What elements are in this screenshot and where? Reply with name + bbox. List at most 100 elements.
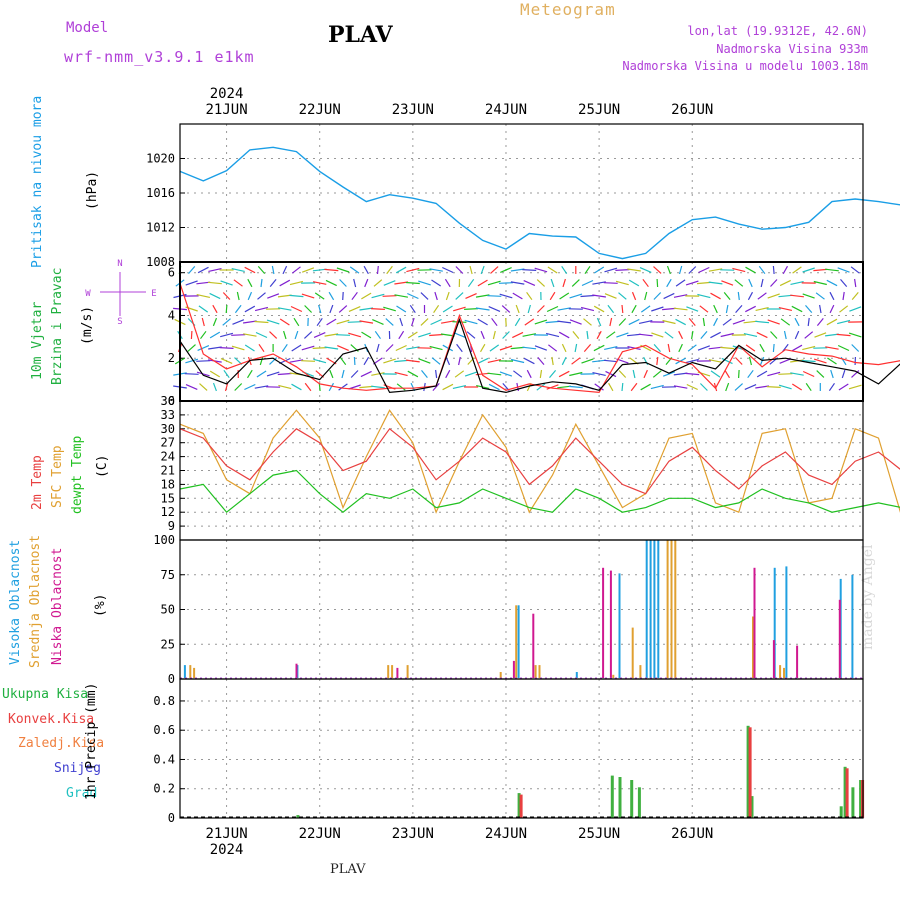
wind-arrow: [536, 305, 545, 313]
low-cloud-bar: [772, 640, 775, 678]
conv-precip-bar: [519, 794, 523, 818]
wind-arrow: [743, 333, 758, 337]
wind-arrow: [814, 332, 827, 338]
wind-arrow: [547, 266, 558, 274]
mid-cloud-bar: [631, 627, 634, 678]
wind-arrow: [755, 385, 769, 389]
y-tick-label: 4: [168, 308, 175, 322]
mid-cloud-bar: [612, 674, 615, 678]
wind-arrow: [452, 385, 467, 389]
wind-arrow: [342, 291, 344, 301]
wind-arrow: [604, 267, 618, 273]
y-tick-label: 18: [161, 477, 175, 491]
wind-arrow: [491, 317, 498, 327]
wind-arrow: [281, 343, 288, 353]
wind-arrow: [604, 293, 617, 299]
wind-arrow: [557, 307, 571, 311]
wind-arrow: [627, 268, 641, 272]
y-tick-label: 1016: [146, 186, 175, 200]
wind-arrow: [394, 294, 409, 298]
wind-arrow: [747, 291, 754, 301]
wind-arrow: [698, 266, 710, 274]
wind-arrow: [772, 343, 775, 353]
wind-arrow: [445, 369, 451, 379]
wind-arrow: [632, 369, 636, 379]
wind-arrow: [696, 281, 711, 285]
wind-arrow: [662, 307, 676, 311]
wind-arrow: [184, 373, 199, 375]
wind-arrow: [697, 345, 711, 351]
wind-arrow: [747, 369, 754, 379]
wind-arrow: [442, 383, 454, 391]
bottom-day-label: 25JUN: [578, 826, 620, 842]
wind-arrow: [196, 360, 211, 362]
model-run-label: wrf-nmm_v3.9.1 e1km: [64, 48, 255, 66]
wind-arrow: [699, 383, 708, 391]
wind-arrow: [515, 304, 520, 314]
wind-arrow: [329, 304, 334, 314]
wind-arrow: [673, 372, 688, 376]
wind-arrow: [830, 369, 834, 379]
wind-arrow: [283, 330, 287, 340]
wind-arrow: [208, 346, 222, 350]
wind-arrow: [790, 359, 804, 363]
wind-arrow: [850, 266, 860, 274]
wind-arrow: [653, 344, 661, 352]
lonlat-label: lon,lat (19.9312E, 42.6N): [687, 24, 868, 38]
wind-arrow: [767, 293, 780, 299]
wind-arrow: [569, 293, 583, 299]
wind-arrow: [759, 343, 765, 353]
wind-arrow: [431, 357, 441, 365]
wind-arrow: [487, 280, 501, 286]
wind-arrow: [487, 359, 502, 363]
wind-arrow: [813, 268, 828, 272]
wind-arrow: [571, 279, 580, 287]
wind-arrow: [813, 358, 827, 364]
wind-arrow: [502, 331, 510, 339]
legend-total-rain: Ukupna Kisa: [2, 687, 89, 702]
wind-arrow: [621, 304, 624, 314]
wind-arrow: [499, 293, 513, 299]
wind-arrow: [188, 266, 196, 274]
wind-arrow: [851, 370, 860, 378]
wind-arrow: [545, 332, 560, 338]
wind-arrow: [724, 369, 731, 379]
wind-arrow: [675, 279, 686, 287]
wind-arrow: [396, 383, 406, 391]
wind-arrow: [479, 343, 486, 353]
wind-arrow: [838, 383, 849, 391]
wind-arrow: [477, 357, 489, 365]
wind-arrow: [522, 333, 537, 337]
wind-arrow: [328, 382, 335, 392]
bottom-day-label: 21JUN: [205, 826, 247, 842]
wind-arrow: [725, 382, 730, 392]
wind-arrow: [725, 304, 729, 314]
wind-arrow: [475, 294, 490, 298]
wind-arrow: [772, 265, 775, 275]
mid-cloud-bar: [189, 665, 192, 678]
wind-arrow: [737, 291, 740, 301]
total-precip-bar: [851, 787, 855, 818]
wind-arrow: [464, 308, 479, 310]
wind-arrow: [841, 369, 846, 379]
wind-arrow: [421, 370, 428, 378]
wind-arrow: [608, 382, 614, 392]
wind-arrow: [434, 291, 438, 301]
wind-arrow: [445, 291, 450, 301]
wind-arrow: [514, 317, 521, 327]
mid-cloud-bar: [783, 667, 785, 678]
high-cloud-bar: [183, 665, 186, 678]
wind-arrow: [465, 293, 477, 299]
wind-arrow: [778, 384, 792, 390]
wind-arrow: [420, 318, 429, 326]
wind-arrow: [819, 304, 822, 314]
wind-arrow: [732, 267, 746, 273]
wind-arrow: [524, 318, 535, 326]
wind-arrow: [432, 383, 440, 391]
wind-arrow: [783, 330, 787, 340]
wind-arrow: [212, 304, 218, 314]
total-precip-bar: [750, 796, 754, 818]
wind-arrow: [208, 268, 222, 272]
sfc-temp-line: [179, 409, 900, 514]
wind-arrow: [316, 317, 323, 327]
